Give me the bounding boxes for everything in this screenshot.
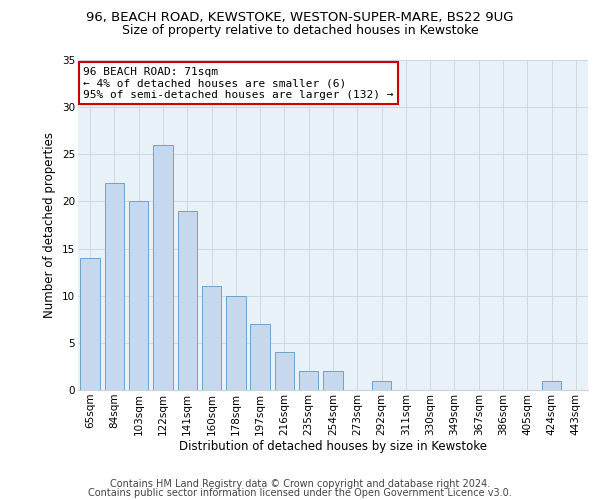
Bar (299, 371, 319, 390)
Text: 96 BEACH ROAD: 71sqm
← 4% of detached houses are smaller (6)
95% of semi-detache: 96 BEACH ROAD: 71sqm ← 4% of detached ho… (83, 66, 394, 100)
X-axis label: Distribution of detached houses by size in Kewstoke: Distribution of detached houses by size … (179, 440, 487, 454)
Bar (105, 182, 124, 390)
Bar (542, 380, 561, 390)
Bar (250, 324, 270, 390)
Bar (275, 352, 294, 390)
Bar (372, 380, 391, 390)
Text: Contains HM Land Registry data © Crown copyright and database right 2024.: Contains HM Land Registry data © Crown c… (110, 479, 490, 489)
Bar (202, 286, 221, 390)
Bar (226, 296, 245, 390)
Bar (129, 202, 148, 390)
Text: Size of property relative to detached houses in Kewstoke: Size of property relative to detached ho… (122, 24, 478, 37)
Text: 96, BEACH ROAD, KEWSTOKE, WESTON-SUPER-MARE, BS22 9UG: 96, BEACH ROAD, KEWSTOKE, WESTON-SUPER-M… (86, 11, 514, 24)
Bar (178, 211, 197, 390)
Y-axis label: Number of detached properties: Number of detached properties (43, 132, 56, 318)
Bar (80, 258, 100, 390)
Bar (323, 371, 343, 390)
Text: Contains public sector information licensed under the Open Government Licence v3: Contains public sector information licen… (88, 488, 512, 498)
Bar (153, 145, 173, 390)
